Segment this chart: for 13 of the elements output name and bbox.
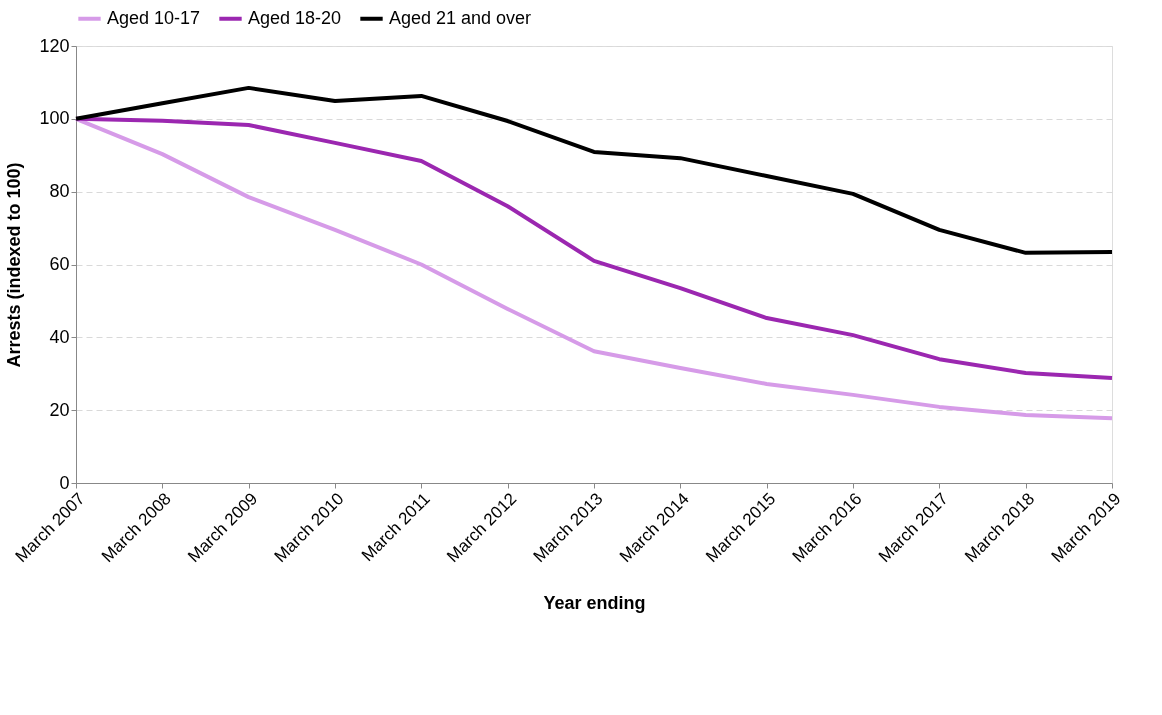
y-tick-label: 20 xyxy=(49,399,70,420)
y-tick-label: 0 xyxy=(59,472,70,493)
y-tick-label: 80 xyxy=(49,181,70,202)
legend-label: Aged 21 and over xyxy=(389,7,532,28)
y-tick-label: 120 xyxy=(39,35,70,56)
y-tick-label: 100 xyxy=(39,108,70,129)
legend-label: Aged 18-20 xyxy=(248,7,342,28)
x-axis-title: Year ending xyxy=(543,593,646,614)
line-series xyxy=(74,85,1114,255)
y-tick-label: 60 xyxy=(49,254,70,274)
legend-label: Aged 10-17 xyxy=(107,7,201,28)
y-axis-title: Arrests (indexed to 100) xyxy=(4,162,25,368)
y-tick-label: 40 xyxy=(49,326,70,347)
